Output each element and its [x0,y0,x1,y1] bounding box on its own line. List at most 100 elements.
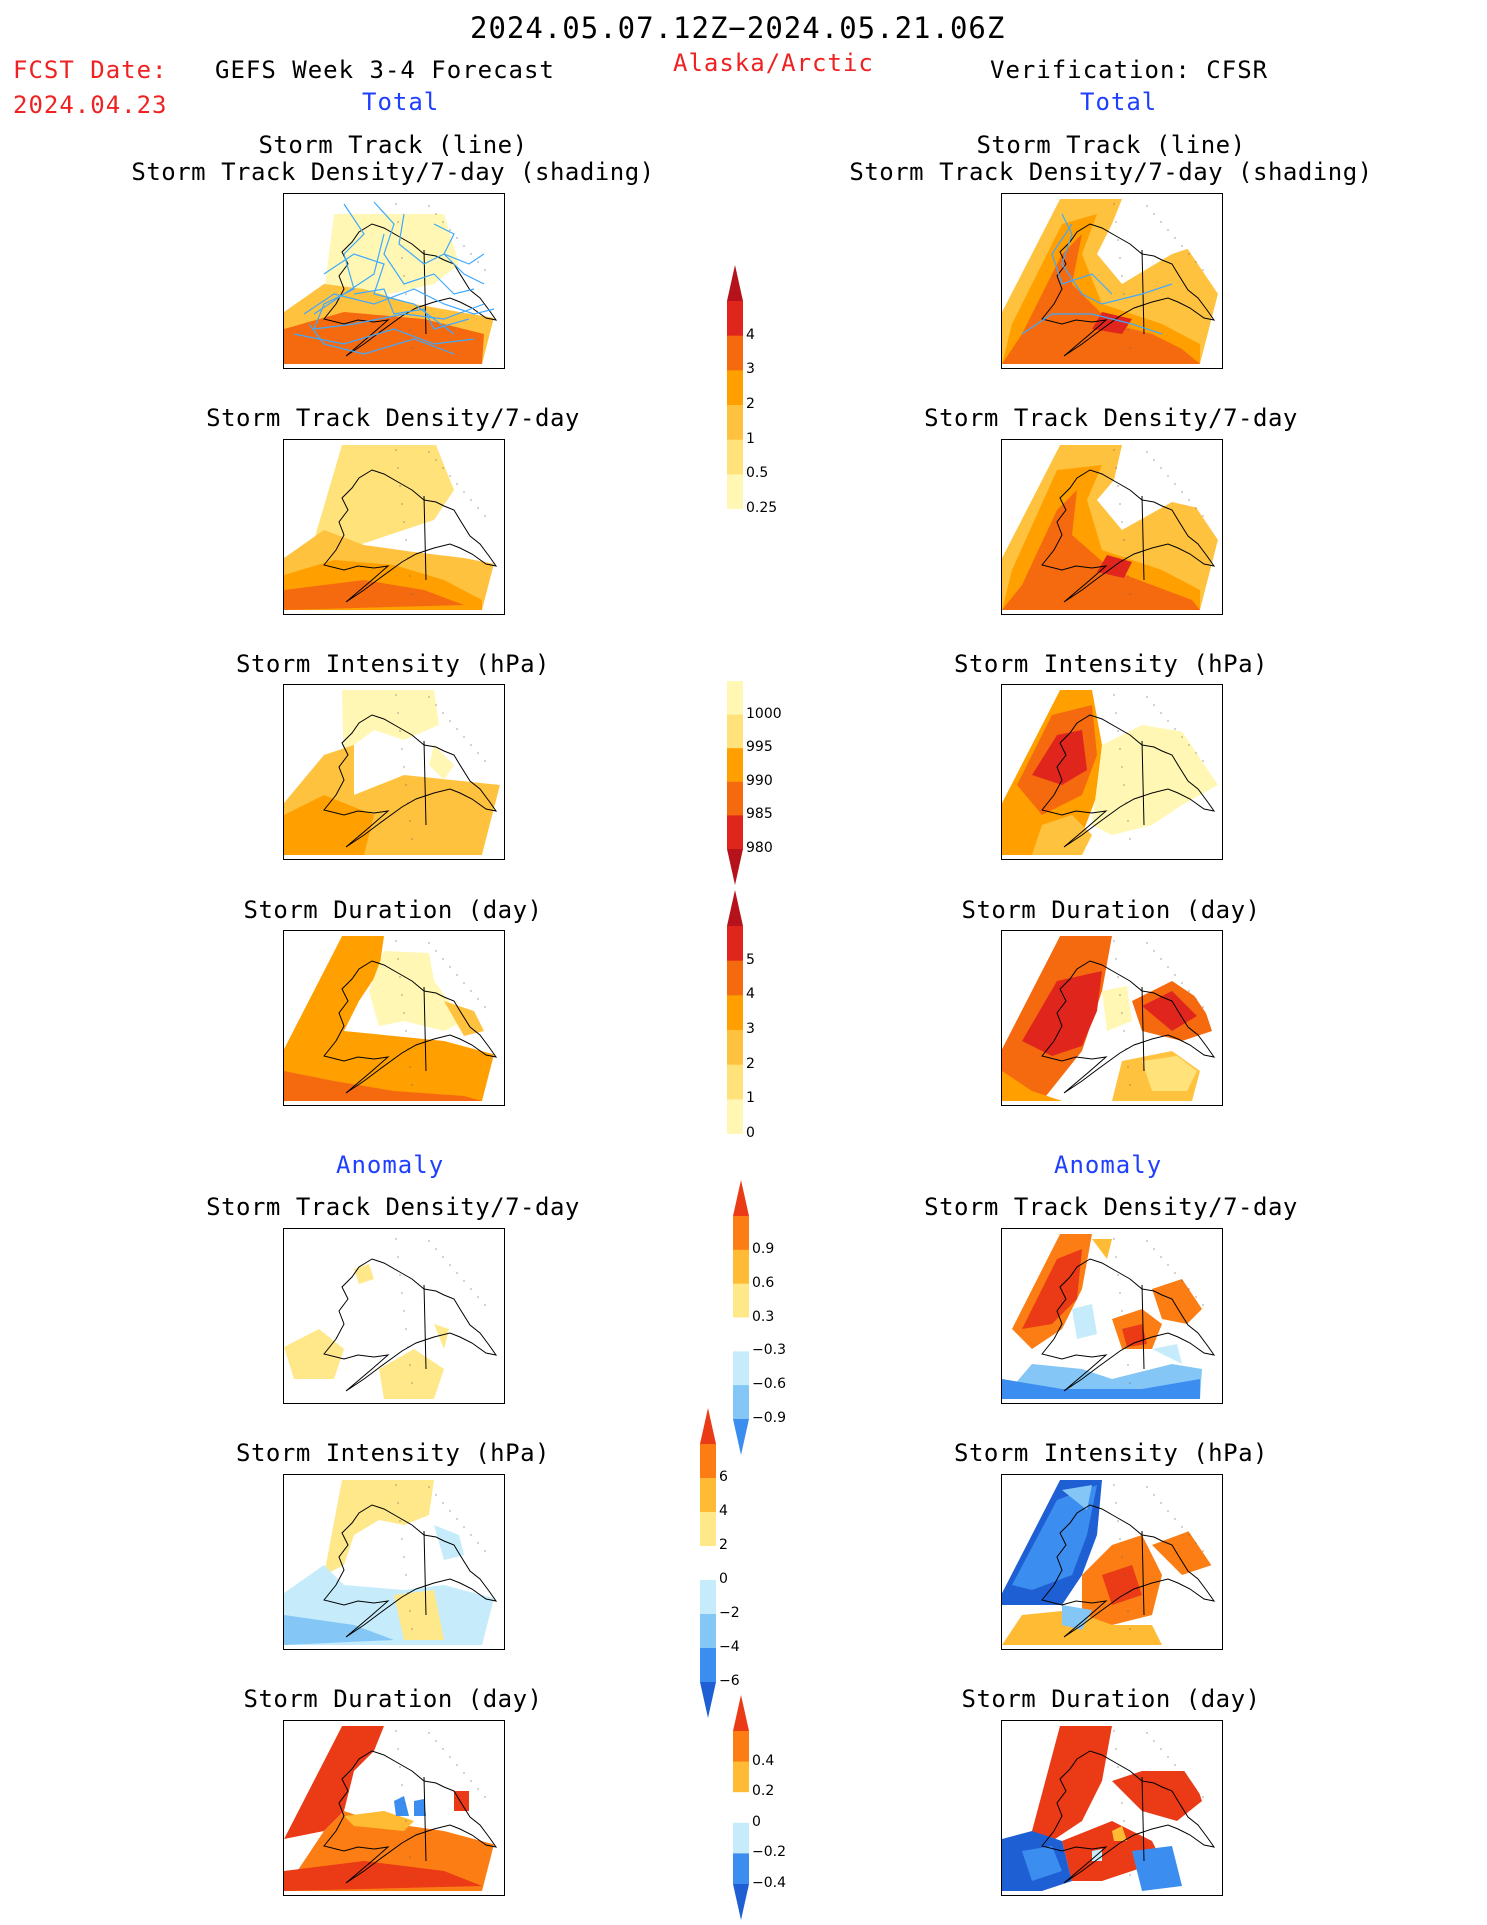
colorbar-tick-label: 985 [746,806,773,823]
shading-region [429,745,454,780]
right-track-map [1001,193,1223,369]
colorbar-tick-label: 1 [746,430,755,447]
colorbar-top-arrow [727,265,743,301]
shading-region [314,445,454,550]
shading-region [284,1071,482,1101]
colorbar-segment [733,1317,749,1352]
shading-region [342,690,439,775]
colorbar-segment [727,474,743,510]
coastline [323,1258,498,1392]
border-line [423,740,427,826]
colorbar-tick-label: 0 [719,1571,728,1587]
fcst-date-value: 2024.04.23 [13,91,168,119]
shading-region [1022,1846,1062,1881]
left-density-title: Storm Track Density/7-day [206,404,580,432]
shading-region [284,1861,482,1891]
shading-region [1112,1771,1202,1821]
storm-track-line [313,233,385,315]
left-anomaly-label: Anomaly [336,1151,445,1179]
right-track-title: Storm Track (line) Storm Track Density/7… [849,131,1373,186]
shading-region [1152,1279,1202,1324]
right-anom-intensity-map [1001,1474,1223,1650]
colorbar-segment [727,370,743,406]
right-anom-duration-title: Storm Duration (day) [961,1685,1261,1713]
shading-region [1012,1485,1097,1590]
colorbar-segment [733,1385,749,1420]
colorbar-bottom-arrow [733,1884,749,1920]
shading-region [284,312,484,364]
colorbar-segment [727,335,743,371]
colorbar-tick-label: 0 [746,1125,755,1141]
right-anom-duration-map [1001,1720,1223,1896]
colorbar-segment [727,815,743,850]
colorbar-tick-label: 5 [746,951,755,968]
border-line [1141,740,1145,826]
colorbar-duration-anom: 0.4 0.2 0 −0.2 −0.4 [730,1695,820,1920]
storm-track-line [308,323,455,355]
region-title: Alaska/Arctic [673,49,874,77]
colorbar-segment [700,1512,716,1547]
right-anom-density-title: Storm Track Density/7-day [924,1193,1298,1221]
colorbar-density-anom: 0.9 0.6 0.3 −0.3 −0.6 −0.9 [730,1180,820,1455]
colorbar-tick-label: −6 [719,1673,740,1689]
colorbar-segment [700,1580,716,1615]
right-density-title: Storm Track Density/7-day [924,404,1298,432]
storm-track-line [398,213,485,285]
colorbar-tick-label: −0.9 [752,1410,786,1426]
shading-region [394,1796,409,1816]
colorbar-top-arrow [700,1408,716,1444]
colorbar-tick-label: 0.6 [752,1274,775,1291]
shading-region [1022,1249,1082,1329]
colorbar-tick-label: 990 [746,772,773,789]
coastline [1041,714,1216,848]
shading-region [324,1480,434,1575]
colorbar-tick-label: 0.3 [752,1308,775,1325]
coastline [1041,223,1216,357]
left-anom-intensity-title: Storm Intensity (hPa) [236,1439,550,1467]
left-anom-density-title: Storm Track Density/7-day [206,1193,580,1221]
left-anom-duration-map [283,1720,505,1896]
colorbar-bottom-arrow [700,1682,716,1718]
shading-region [1002,1071,1062,1101]
colorbar-tick-label: −4 [719,1639,740,1655]
colorbar-segment [733,1283,749,1318]
shading-region [434,1324,449,1349]
colorbar-tick-label: 995 [746,739,773,756]
colorbar-tick-label: 2 [719,1537,728,1553]
coastline [323,1750,498,1884]
shading-region [284,1726,384,1839]
colorbar-tick-label: 4 [746,986,755,1003]
colorbar-tick-label: −0.3 [752,1342,786,1359]
border-line [1141,249,1145,335]
shading-region [1032,815,1092,855]
shading-region [1102,1565,1142,1605]
left-duration-title: Storm Duration (day) [243,896,543,924]
coastline [323,223,498,357]
verification-title: Verification: CFSR [990,56,1269,84]
shading-region [1092,1239,1112,1259]
colorbar-segment [733,1761,749,1793]
model-title: GEFS Week 3-4 Forecast [215,56,555,84]
colorbar-segment [727,439,743,475]
shading-region [1142,991,1197,1031]
border-line [1141,1776,1145,1862]
right-total-label: Total [1080,88,1158,116]
shading-region [284,1329,344,1379]
colorbar-tick-label: 1000 [746,705,782,722]
colorbar-bottom-arrow [733,1419,749,1455]
coastline [1041,469,1216,603]
colorbar-duration-total: 5 4 3 2 1 0 [724,890,814,1170]
storm-track-line [313,203,485,330]
shading-region [379,1349,444,1399]
colorbar-top-arrow [733,1695,749,1731]
colorbar-segment [733,1853,749,1885]
coastline [323,469,498,603]
colorbar-segment [733,1351,749,1386]
shading-region [354,1264,374,1284]
coastline [1041,1750,1216,1884]
colorbar-tick-label: −0.4 [752,1875,786,1891]
coastline [1041,960,1216,1094]
border-line [423,495,427,581]
right-anom-intensity-title: Storm Intensity (hPa) [954,1439,1268,1467]
colorbar-segment [700,1614,716,1649]
